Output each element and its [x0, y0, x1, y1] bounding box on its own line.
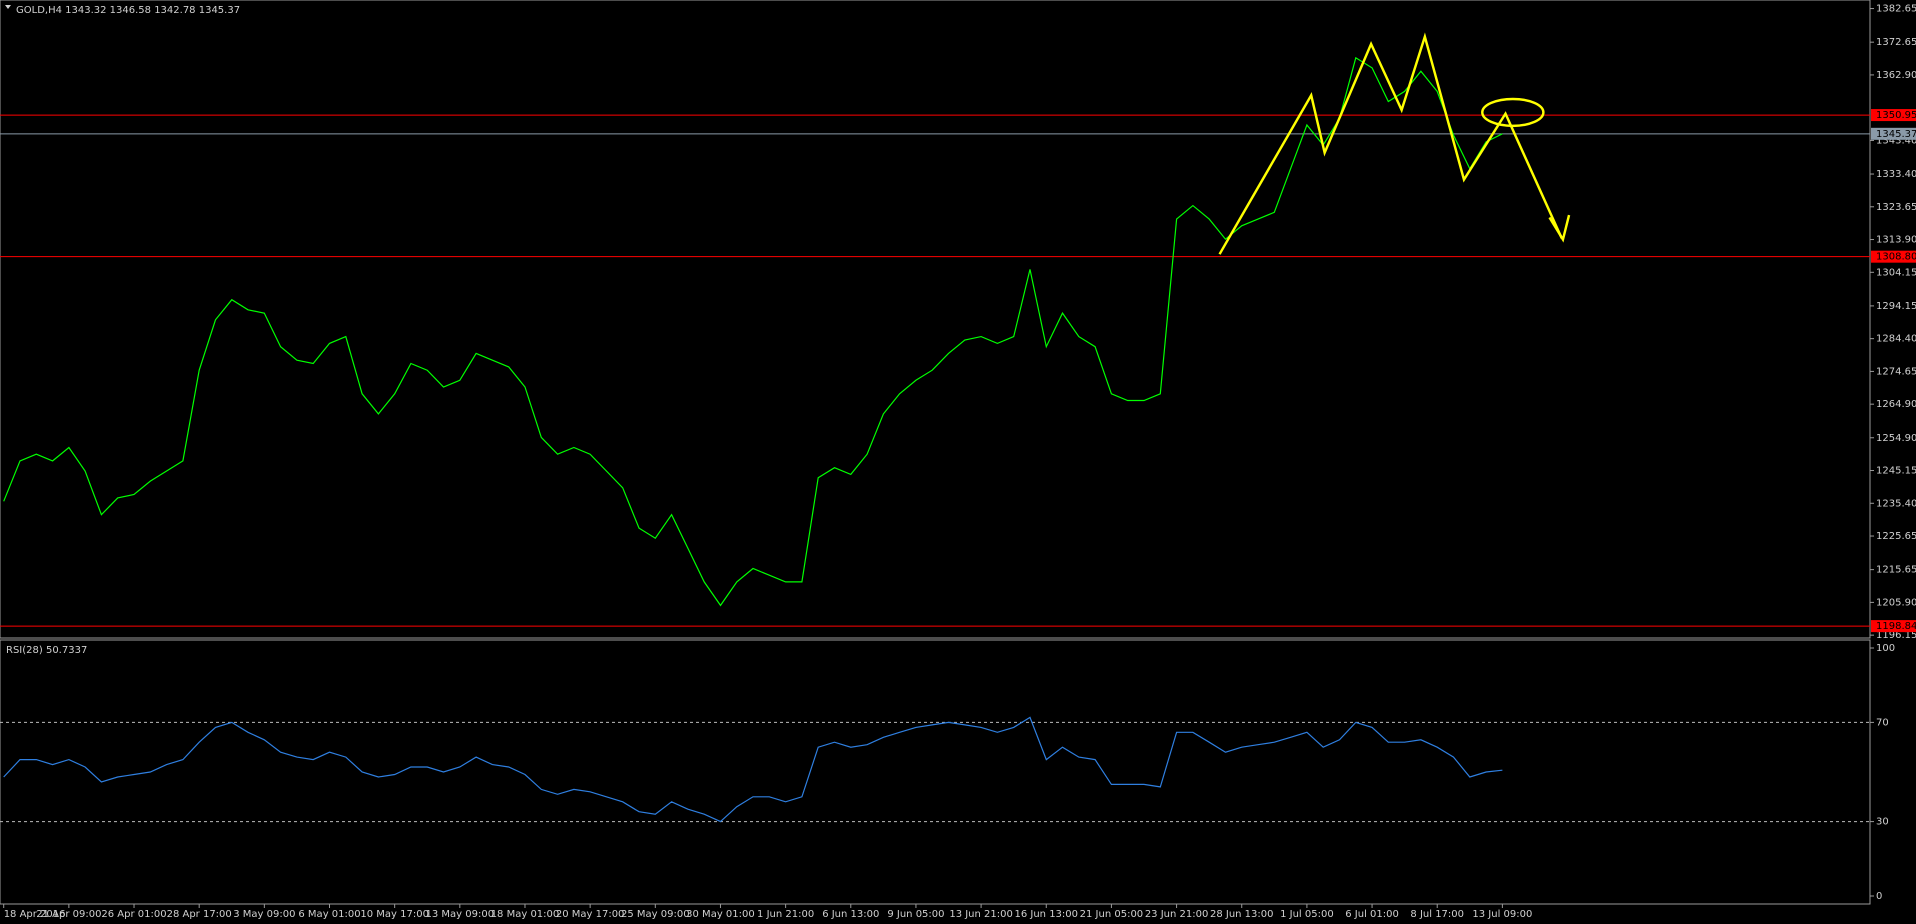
x-tick-label: 13 Jul 09:00: [1472, 909, 1532, 920]
x-tick-label: 21 Apr 09:00: [36, 909, 101, 920]
y-tick-label: 1196.15: [1876, 630, 1916, 641]
x-tick-label: 25 May 09:00: [621, 909, 690, 920]
annotations: [1218, 32, 1571, 255]
x-tick-label: 6 May 01:00: [298, 909, 360, 920]
y-tick-label: 1205.90: [1876, 597, 1916, 608]
level-label-box: [1871, 109, 1916, 122]
y-tick-label: 1235.40: [1876, 498, 1916, 509]
y-tick-label: 1304.15: [1876, 267, 1916, 278]
x-tick-label: 23 Jun 21:00: [1145, 909, 1209, 920]
x-tick-label: 20 May 17:00: [556, 909, 625, 920]
price-line: [3, 716, 1503, 823]
x-tick-label: 28 Jun 13:00: [1210, 909, 1274, 920]
y-tick-label: 100: [1876, 643, 1895, 654]
x-tick-label: 18 Apr 2016: [4, 909, 66, 920]
level-label-box: [1871, 620, 1916, 633]
level-label: 1350.95: [1876, 110, 1916, 121]
level-label: 1198.84: [1876, 621, 1916, 632]
y-tick-label: 1245.15: [1876, 466, 1916, 477]
level-label-box: [1871, 250, 1916, 263]
y-tick-label: 1323.65: [1876, 202, 1916, 213]
y-tick-label: 1382.65: [1876, 4, 1916, 15]
x-tick-label: 10 May 17:00: [360, 909, 429, 920]
y-tick-label: 70: [1876, 717, 1889, 728]
x-tick-label: 3 May 09:00: [233, 909, 295, 920]
x-tick-label: 16 Jun 13:00: [1014, 909, 1078, 920]
y-tick-label: 1274.65: [1876, 366, 1916, 377]
x-tick-label: 1 Jul 05:00: [1280, 909, 1334, 920]
y-tick-label: 1254.90: [1876, 433, 1916, 444]
marks: 1382.65 1372.65 1362.90 1343.40 1333.40 1323.…: [0, 4, 1916, 920]
y-tick-label: 1372.65: [1876, 37, 1916, 48]
y-tick-label: 0: [1876, 891, 1882, 902]
level-label: 1308.80: [1876, 252, 1916, 263]
x-tick-label: 21 Jun 05:00: [1080, 909, 1144, 920]
x-tick-label: 28 Apr 17:00: [167, 909, 232, 920]
y-tick-label: 1333.40: [1876, 169, 1916, 180]
price-panel: [0, 0, 1871, 639]
x-tick-label: 6 Jul 01:00: [1345, 909, 1399, 920]
x-tick-label: 18 May 01:00: [491, 909, 560, 920]
x-tick-label: 1 Jun 21:00: [757, 909, 814, 920]
highlight-ellipse: [1481, 97, 1545, 128]
x-tick-label: 26 Apr 01:00: [101, 909, 166, 920]
pattern-path: [1218, 32, 1563, 255]
level-label: 1345.37: [1876, 129, 1916, 140]
menu-arrow[interactable]: [5, 5, 11, 9]
chart-title: GOLD,H4 1343.32 1346.58 1342.78 1345.37: [16, 5, 240, 16]
y-tick-label: 1294.15: [1876, 301, 1916, 312]
rsi-title: RSI(28) 50.7337: [6, 645, 87, 656]
x-tick-label: 8 Jul 17:00: [1410, 909, 1464, 920]
x-tick-label: 6 Jun 13:00: [822, 909, 879, 920]
level-label-box: [1871, 127, 1916, 140]
y-tick-label: 1264.90: [1876, 399, 1916, 410]
y-tick-label: 1215.65: [1876, 565, 1916, 576]
y-tick-label: 1284.40: [1876, 334, 1916, 345]
y-tick-label: 30: [1876, 817, 1889, 828]
x-tick-label: 30 May 01:00: [686, 909, 755, 920]
x-tick-label: 9 Jun 05:00: [887, 909, 944, 920]
y-tick-label: 1343.40: [1876, 135, 1916, 146]
rsi-panel: [0, 639, 1871, 905]
y-tick-label: 1225.65: [1876, 531, 1916, 542]
x-tick-label: 13 Jun 21:00: [949, 909, 1013, 920]
price-line: [3, 56, 1503, 607]
y-tick-label: 1313.90: [1876, 235, 1916, 246]
x-tick-label: 13 May 09:00: [426, 909, 495, 920]
y-tick-label: 1362.90: [1876, 70, 1916, 81]
arrow-head: [1548, 214, 1571, 243]
